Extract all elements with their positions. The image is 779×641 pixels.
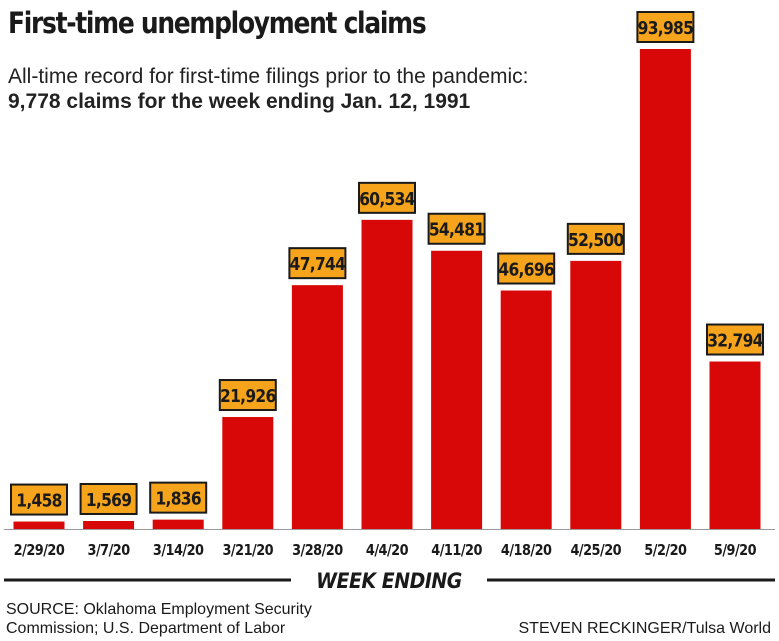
subtitle-line-1: All-time record for first-time filings p… xyxy=(8,65,529,88)
bar-3-7-20 xyxy=(83,520,135,529)
bar-3-28-20 xyxy=(291,285,343,529)
value-label-box xyxy=(288,247,347,280)
bar-5-9-20 xyxy=(709,361,761,529)
chart-subtitle: All-time record for first-time filings p… xyxy=(8,64,529,114)
value-label-box xyxy=(427,212,486,245)
value-label: 1,458 xyxy=(16,489,62,510)
category-label: 4/4/20 xyxy=(366,542,409,559)
value-label: 32,794 xyxy=(707,329,763,350)
value-label-box xyxy=(10,483,68,516)
bar-4-4-20 xyxy=(361,219,413,529)
value-label: 1,569 xyxy=(86,489,132,510)
category-label: 5/9/20 xyxy=(714,542,757,559)
bar-4-25-20 xyxy=(570,260,622,529)
value-label: 93,985 xyxy=(638,17,694,38)
category-label: 4/25/20 xyxy=(570,542,621,559)
value-label-box xyxy=(149,481,208,514)
category-label: 2/29/20 xyxy=(14,542,65,559)
value-label-box xyxy=(218,379,277,412)
bar-4-18-20 xyxy=(500,290,552,529)
source-note: SOURCE: Oklahoma Employment Security Com… xyxy=(6,600,312,638)
category-label: 3/7/20 xyxy=(88,542,131,559)
value-label-box xyxy=(566,222,625,255)
value-label: 60,534 xyxy=(359,188,415,209)
value-label: 46,696 xyxy=(498,258,554,279)
category-label: 4/11/20 xyxy=(431,542,482,559)
bar-4-11-20 xyxy=(431,250,483,529)
category-label: 3/21/20 xyxy=(222,542,273,559)
chart-title: First-time unemployment claims xyxy=(8,6,427,40)
value-label-box xyxy=(706,323,764,356)
bar-5-2-20 xyxy=(639,49,691,529)
value-label: 47,744 xyxy=(290,253,346,274)
value-label: 21,926 xyxy=(220,385,276,406)
value-label-box xyxy=(358,181,416,214)
subtitle-line-2: 9,778 claims for the week ending Jan. 12… xyxy=(8,89,529,114)
category-label: 5/2/20 xyxy=(644,542,687,559)
value-label: 52,500 xyxy=(568,229,624,250)
bar-3-14-20 xyxy=(152,519,204,529)
category-label: 4/18/20 xyxy=(501,542,552,559)
subtitle-record-text: 9,778 claims for the week ending Jan. 12… xyxy=(8,90,471,113)
category-label: 3/28/20 xyxy=(292,542,343,559)
bar-3-21-20 xyxy=(222,417,274,529)
value-label-box xyxy=(497,252,556,285)
value-label-box xyxy=(636,11,695,43)
category-label: 3/14/20 xyxy=(153,542,204,559)
source-line-1: SOURCE: Oklahoma Employment Security xyxy=(6,601,312,618)
bar-2-29-20 xyxy=(13,521,65,529)
source-line-2: Commission; U.S. Department of Labor xyxy=(6,620,286,637)
value-label-box xyxy=(79,482,138,515)
value-label: 1,836 xyxy=(155,487,201,508)
x-axis-label: WEEK ENDING xyxy=(316,568,462,593)
credit-line: STEVEN RECKINGER/Tulsa World xyxy=(518,620,772,637)
value-label: 54,481 xyxy=(429,219,485,240)
